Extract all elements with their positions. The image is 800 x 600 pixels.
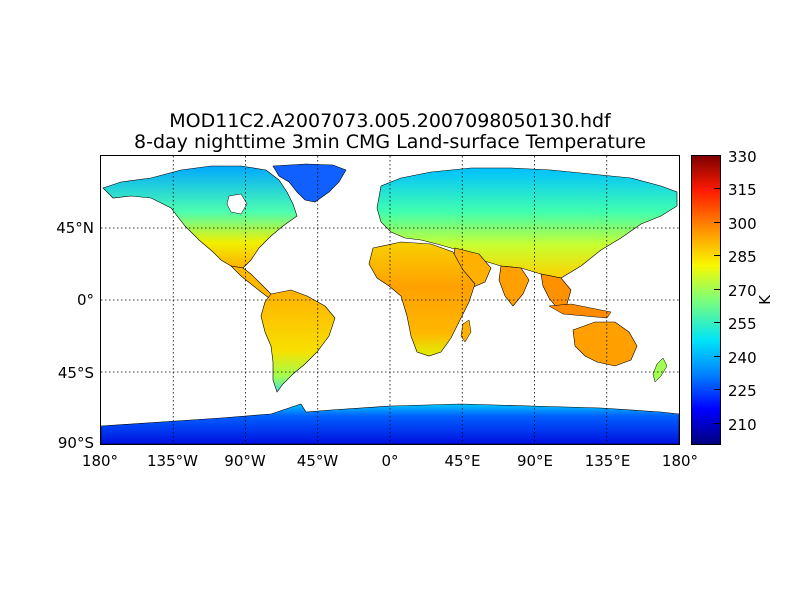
colorbar-tick-label: 225 (728, 382, 757, 401)
colorbar-tick-mark (714, 221, 721, 223)
longitude-label: 0° (381, 452, 399, 470)
indonesia-region (548, 303, 612, 319)
land-surface-temperature-map (101, 156, 679, 444)
longitude-label: 180° (661, 452, 699, 470)
colorbar-tick-mark (714, 355, 721, 357)
latitude-label: 0° (76, 291, 94, 309)
colorbar (691, 155, 721, 445)
map-subtitle: 8-day nighttime 3min CMG Land-surface Te… (134, 131, 646, 153)
colorbar-tick-mark (714, 389, 721, 391)
latitude-label: 45°S (57, 363, 94, 382)
colorbar-tick-label: 210 (728, 415, 757, 434)
map-panel (100, 155, 680, 445)
colorbar-tick-label: 285 (728, 248, 757, 267)
colorbar-tick-mark (714, 155, 721, 156)
longitude-label: 90°E (516, 452, 554, 470)
latitude-label: 45°N (56, 218, 94, 237)
central-america-region (230, 265, 274, 299)
longitude-label: 90°W (224, 452, 266, 470)
longitude-label: 45°W (296, 452, 339, 470)
colorbar-tick-mark (714, 288, 721, 290)
madagascar-region (460, 319, 472, 343)
longitude-label: 135°E (584, 452, 631, 470)
southeast-asia-region (540, 273, 572, 309)
colorbar-tick-mark (714, 188, 721, 190)
longitude-label: 180° (81, 452, 119, 470)
latitude-label: 90°S (57, 434, 94, 452)
map-title: MOD11C2.A2007073.005.2007098050130.hdf (169, 110, 611, 132)
colorbar-tick-label: 270 (728, 281, 757, 300)
colorbar-tick-label: 315 (728, 181, 757, 200)
colorbar-tick-label: 255 (728, 315, 757, 334)
colorbar-tick-mark (714, 255, 721, 257)
longitude-label: 135°W (147, 452, 198, 470)
colorbar-tick-mark (714, 422, 721, 424)
longitude-label: 45°E (444, 452, 481, 470)
colorbar-tick-label: 330 (728, 148, 757, 166)
north-america-region (102, 165, 298, 269)
colorbar-tick-label: 240 (728, 348, 757, 367)
colorbar-tick-label: 300 (728, 214, 757, 233)
eurasia-region (376, 167, 678, 279)
hudson-bay (226, 193, 248, 215)
greenland-region (272, 163, 347, 203)
australia-region (572, 321, 638, 367)
colorbar-tick-mark (714, 322, 721, 324)
south-america-region (260, 289, 336, 393)
graticule (101, 156, 679, 444)
africa-region (368, 241, 476, 357)
new-zealand-region (652, 357, 668, 383)
colorbar-unit-label: K (755, 295, 774, 305)
